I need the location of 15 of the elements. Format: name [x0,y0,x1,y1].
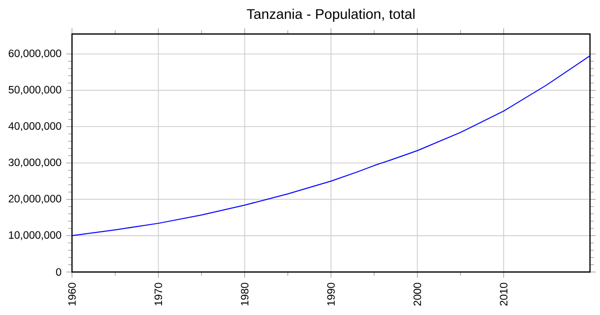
y-tick-label: 30,000,000 [8,158,62,168]
y-tick-label: 40,000,000 [8,122,62,132]
y-tick-label: 50,000,000 [8,86,62,95]
y-tick-label: 0 [56,268,62,276]
y-tick-label: 10,000,000 [9,231,62,240]
y-tick-label: 60,000,000 [8,50,62,58]
chart-title: Tanzania - Population, total [246,8,414,22]
x-tick-label: 2010 [500,282,508,306]
x-tick-label: 1990 [327,282,335,306]
x-tick-label: 1970 [154,282,162,306]
y-tick-label: 20,000,000 [8,194,62,204]
x-tick-label: 2000 [414,282,422,306]
line-series [72,55,590,236]
x-tick-label: 1980 [240,282,248,306]
x-tick-label: 1960 [68,282,76,306]
